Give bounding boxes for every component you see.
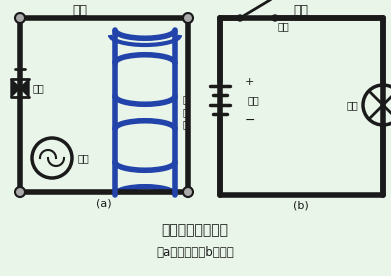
Circle shape (183, 187, 193, 197)
Circle shape (272, 15, 278, 21)
Circle shape (15, 13, 25, 23)
Circle shape (15, 187, 25, 197)
Text: 管道: 管道 (72, 4, 88, 17)
Text: 开关: 开关 (278, 21, 290, 31)
Circle shape (183, 13, 193, 23)
Text: （a）水路；（b）电路: （a）水路；（b）电路 (156, 245, 234, 259)
Text: 阀门: 阀门 (33, 83, 45, 93)
Text: 灯泡: 灯泡 (346, 100, 358, 110)
Text: +: + (245, 77, 255, 87)
Text: 电路和水路的比较: 电路和水路的比较 (161, 223, 228, 237)
Text: 蛇
形
管: 蛇 形 管 (183, 95, 189, 129)
Text: (b): (b) (293, 201, 309, 211)
Text: 电池: 电池 (248, 95, 260, 105)
Text: 水泵: 水泵 (78, 153, 90, 163)
Text: −: − (245, 113, 255, 126)
Polygon shape (20, 79, 29, 97)
Text: 线路: 线路 (294, 4, 308, 17)
Text: (a): (a) (96, 198, 112, 208)
Circle shape (237, 15, 243, 21)
Polygon shape (11, 79, 20, 97)
